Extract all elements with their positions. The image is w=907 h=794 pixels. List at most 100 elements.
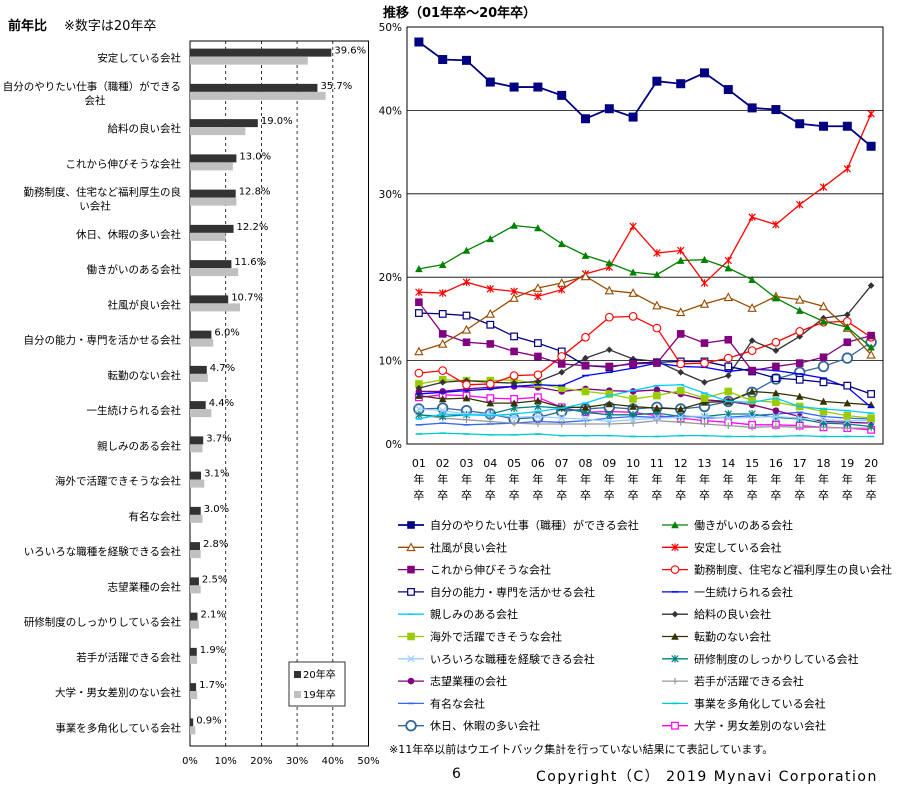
line-x-tick-suffix-2: 卒 bbox=[675, 488, 686, 502]
line-x-tick-suffix-2: 卒 bbox=[604, 488, 615, 502]
series-point bbox=[438, 289, 447, 297]
series-line bbox=[418, 275, 872, 356]
bar-data-label: 35.7% bbox=[320, 81, 352, 92]
series-point bbox=[605, 411, 614, 419]
line-x-tick-suffix-1: 年 bbox=[604, 472, 615, 486]
bar-x-tick-label: 20% bbox=[250, 756, 272, 767]
series-point bbox=[772, 389, 780, 397]
series-point bbox=[652, 76, 662, 86]
line-x-tick-suffix-1: 年 bbox=[485, 472, 496, 486]
bar-category-label: これから伸びそうな会社 bbox=[66, 157, 182, 170]
series-point bbox=[415, 388, 423, 395]
series-point bbox=[748, 275, 756, 284]
marker-diamond bbox=[671, 610, 679, 618]
legend-label: 社風が良い会社 bbox=[430, 540, 507, 554]
series-line bbox=[418, 301, 872, 372]
bar-19 bbox=[190, 91, 326, 100]
line-x-tick-label: 05 bbox=[507, 457, 521, 470]
series-point bbox=[510, 419, 518, 427]
series-line bbox=[418, 405, 872, 428]
series-line bbox=[418, 385, 872, 424]
bar-20 bbox=[190, 577, 199, 586]
legend-item: 大学・男女差別のない会社 bbox=[662, 719, 826, 733]
series-point bbox=[534, 378, 542, 385]
bar-20 bbox=[190, 189, 236, 198]
series-point bbox=[844, 311, 851, 319]
legend-label: 自分のやりたい仕事（職種）ができる会社 bbox=[430, 518, 639, 532]
legend-item: 転勤のない会社 bbox=[662, 630, 771, 644]
line-y-tick-label: 30% bbox=[379, 189, 402, 201]
legend-label: いろいろな職種を経験できる会社 bbox=[430, 652, 595, 666]
line-x-tick-label: 01 bbox=[412, 457, 426, 470]
series-point bbox=[842, 121, 852, 131]
series-point bbox=[462, 338, 471, 347]
bar-chart: 前年比 ※数字は20年卒 0% 10% 20% 30% 40% 50% 39.6% 安定している会… bbox=[3, 18, 380, 767]
marker-square bbox=[407, 521, 415, 529]
bar-data-label: 19.0% bbox=[261, 116, 293, 127]
line-x-tick-suffix-1: 年 bbox=[413, 472, 424, 486]
bar-19 bbox=[190, 479, 205, 488]
line-x-tick-suffix-2: 卒 bbox=[628, 488, 639, 502]
series-point bbox=[462, 55, 471, 65]
legend-label: 安定している会社 bbox=[694, 540, 782, 554]
bar-category-label: 大学・男女差別のない会社 bbox=[55, 686, 181, 699]
line-x-tick-suffix-1: 年 bbox=[556, 472, 567, 486]
series-point bbox=[701, 378, 708, 386]
series-point bbox=[629, 268, 637, 276]
legend-label: 給料の良い会社 bbox=[694, 607, 771, 621]
legend-label: 海外で活躍できそうな会社 bbox=[430, 630, 562, 644]
legend-item: 働きがいのある会社 bbox=[662, 518, 793, 532]
page-number: 6 bbox=[452, 766, 461, 782]
series-point bbox=[605, 417, 614, 426]
line-x-tick-suffix-1: 年 bbox=[651, 472, 662, 486]
bar-data-label: 3.1% bbox=[204, 469, 229, 480]
line-x-tick-suffix-2: 卒 bbox=[532, 488, 543, 502]
bar-category-label: 勤務制度、住宅など福利厚生の良 bbox=[24, 186, 182, 199]
series-point bbox=[747, 303, 757, 312]
series-point bbox=[629, 360, 637, 368]
series-point bbox=[581, 251, 590, 259]
series-point bbox=[795, 392, 804, 400]
series-point bbox=[581, 114, 590, 124]
bar-19 bbox=[190, 620, 199, 629]
bar-19 bbox=[190, 127, 246, 136]
legend-label: 一生続けられる会社 bbox=[694, 585, 793, 599]
series-point bbox=[629, 222, 637, 231]
line-y-tick-label: 0% bbox=[385, 439, 402, 451]
series-point bbox=[533, 283, 543, 292]
series-line bbox=[418, 414, 872, 429]
series-point bbox=[867, 109, 875, 118]
bar-data-label: 12.2% bbox=[237, 222, 269, 233]
series-point bbox=[724, 387, 733, 396]
bar-data-label: 3.7% bbox=[206, 433, 231, 444]
bar-data-label: 10.7% bbox=[231, 292, 263, 303]
series-point bbox=[509, 293, 519, 302]
series-point bbox=[771, 374, 780, 383]
series-point bbox=[700, 68, 709, 78]
marker-asterisk bbox=[671, 655, 679, 663]
bar-legend-label-20: 20年卒 bbox=[303, 668, 336, 681]
bar-data-label: 0.9% bbox=[196, 715, 221, 726]
series-point bbox=[606, 346, 613, 354]
bar-x-tick-label: 40% bbox=[322, 756, 344, 767]
bar-data-label: 13.0% bbox=[239, 151, 271, 162]
bar-category-label: 給料の良い会社 bbox=[108, 122, 182, 135]
line-x-tick-suffix-2: 卒 bbox=[794, 488, 805, 502]
series-point bbox=[533, 370, 543, 380]
line-chart-title: 推移（01年卒～20年卒） bbox=[383, 5, 536, 21]
series-point bbox=[628, 112, 638, 122]
series-2 bbox=[414, 271, 876, 359]
series-point bbox=[796, 424, 803, 431]
line-footnote: ※11年卒以前はウエイトバック集計を行っていない結果にて表記しています。 bbox=[389, 742, 773, 756]
series-point bbox=[653, 249, 661, 257]
series-point bbox=[701, 420, 708, 428]
series-point bbox=[462, 380, 471, 390]
bar-20 bbox=[190, 612, 198, 621]
line-x-tick-suffix-1: 年 bbox=[509, 472, 520, 486]
series-point bbox=[510, 332, 518, 341]
series-point bbox=[867, 422, 875, 431]
line-x-tick-label: 10 bbox=[626, 457, 640, 470]
series-line bbox=[418, 224, 872, 348]
series-point bbox=[676, 386, 685, 395]
bar-x-tick-label: 30% bbox=[286, 756, 308, 767]
